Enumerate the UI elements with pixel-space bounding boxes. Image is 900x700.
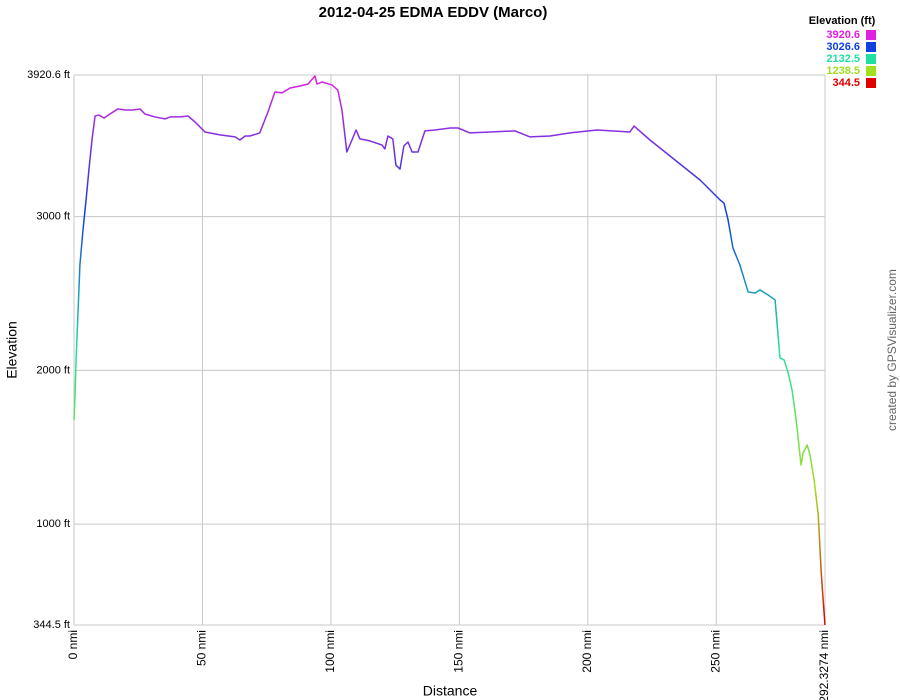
legend-title: Elevation (ft) — [809, 15, 876, 27]
y-tick-label: 1000 ft — [36, 518, 70, 530]
x-tick-label: 150 nmi — [452, 630, 466, 673]
legend-label: 3920.6 — [826, 29, 860, 41]
elevation-line — [73, 75, 826, 626]
y-tick-label: 344.5 ft — [33, 619, 70, 631]
legend-label: 2132.5 — [826, 53, 860, 65]
legend-swatch — [866, 54, 876, 64]
legend-label: 344.5 — [832, 77, 860, 89]
y-tick-label: 3000 ft — [36, 210, 70, 222]
legend-label: 1238.5 — [826, 65, 860, 77]
x-tick-label: 200 nmi — [580, 630, 594, 673]
legend-swatch — [866, 66, 876, 76]
legend-label: 3026.6 — [826, 41, 860, 53]
x-tick-label: 250 nmi — [708, 630, 722, 673]
x-tick-label: 0 nmi — [66, 630, 80, 659]
chart-title: 2012-04-25 EDMA EDDV (Marco) — [319, 4, 548, 21]
x-tick-label: 292.3274 nmi — [817, 630, 831, 700]
x-tick-label: 50 nmi — [195, 630, 209, 666]
legend-swatch — [866, 78, 876, 88]
y-tick-label: 3920.6 ft — [27, 69, 70, 81]
y-axis-label: Elevation — [4, 321, 20, 379]
x-axis-label: Distance — [423, 683, 478, 699]
watermark: created by GPSVisualizer.com — [885, 269, 899, 431]
x-tick-label: 100 nmi — [323, 630, 337, 673]
legend-swatch — [866, 30, 876, 40]
legend-swatch — [866, 42, 876, 52]
y-tick-label: 2000 ft — [36, 364, 70, 376]
